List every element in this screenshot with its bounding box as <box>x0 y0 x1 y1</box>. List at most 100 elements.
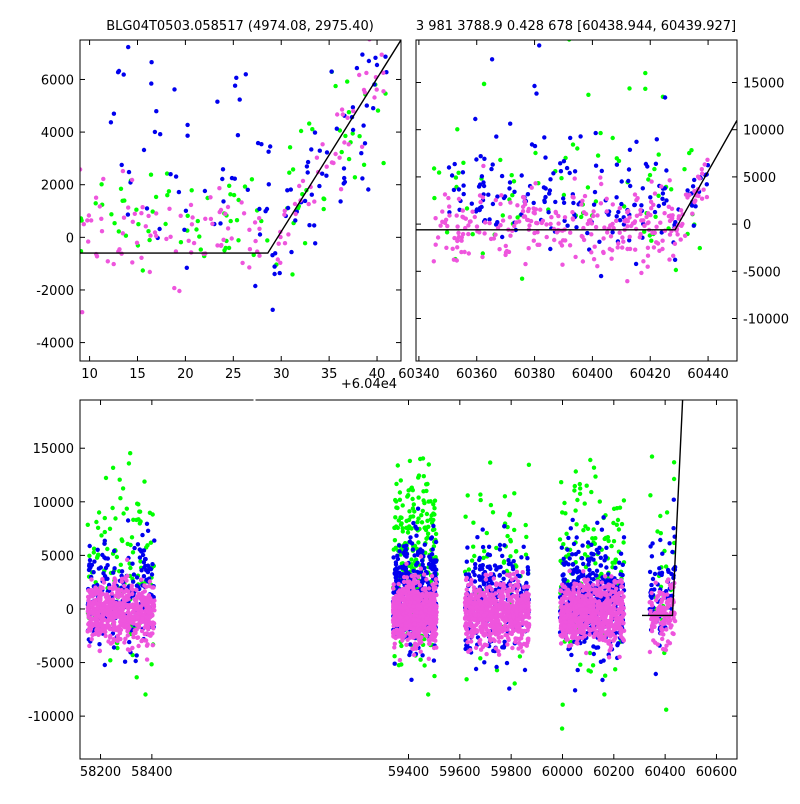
point-blue <box>367 59 371 63</box>
point-blue <box>626 179 630 183</box>
point-pink <box>95 590 99 594</box>
point-pink <box>635 214 639 218</box>
point-pink <box>496 624 500 628</box>
point-pink <box>505 642 509 646</box>
point-pink <box>485 618 489 622</box>
point-blue <box>653 210 657 214</box>
point-pink <box>257 254 261 258</box>
point-pink <box>135 595 139 599</box>
point-pink <box>126 589 130 593</box>
point-pink <box>472 617 476 621</box>
point-pink <box>659 184 663 188</box>
point-green <box>482 82 486 86</box>
point-pink <box>253 239 257 243</box>
point-pink <box>129 605 133 609</box>
point-blue <box>502 543 506 547</box>
point-blue <box>221 199 225 203</box>
point-green <box>669 187 673 191</box>
point-pink <box>367 37 371 41</box>
point-pink <box>508 215 512 219</box>
point-green <box>482 549 486 553</box>
point-blue <box>92 559 96 563</box>
point-blue <box>565 166 569 170</box>
point-pink <box>347 142 351 146</box>
y-tick-label: -5000 <box>743 265 781 280</box>
point-pink <box>641 259 645 263</box>
point-blue <box>473 573 477 577</box>
point-blue <box>562 557 566 561</box>
point-blue <box>587 559 591 563</box>
point-pink <box>470 634 474 638</box>
point-blue <box>461 170 465 174</box>
point-blue <box>306 170 310 174</box>
point-pink <box>521 615 525 619</box>
point-blue <box>512 190 516 194</box>
point-pink <box>571 195 575 199</box>
point-pink <box>136 635 140 639</box>
point-pink <box>601 236 605 240</box>
point-green <box>431 502 435 506</box>
point-blue <box>489 167 493 171</box>
point-pink <box>405 638 409 642</box>
point-green <box>128 566 132 570</box>
point-blue <box>404 554 408 558</box>
point-blue <box>177 190 181 194</box>
point-pink <box>397 582 401 586</box>
point-green <box>614 558 618 562</box>
point-blue <box>657 204 661 208</box>
point-pink <box>500 591 504 595</box>
point-blue <box>660 197 664 201</box>
point-pink <box>599 201 603 205</box>
point-green <box>682 167 686 171</box>
point-blue <box>602 558 606 562</box>
point-pink <box>473 592 477 596</box>
point-blue <box>221 167 225 171</box>
point-blue <box>271 308 275 312</box>
point-blue <box>482 660 486 664</box>
point-pink <box>515 589 519 593</box>
point-green <box>120 539 124 543</box>
point-blue <box>620 179 624 183</box>
point-blue <box>614 195 618 199</box>
point-blue <box>135 653 139 657</box>
point-pink <box>609 257 613 261</box>
point-blue <box>559 169 563 173</box>
point-pink <box>654 240 658 244</box>
point-green <box>471 521 475 525</box>
point-blue <box>149 60 153 64</box>
point-pink <box>593 245 597 249</box>
point-blue <box>130 562 134 566</box>
point-pink <box>633 192 637 196</box>
point-pink <box>98 204 102 208</box>
point-pink <box>434 243 438 247</box>
point-pink <box>219 244 223 248</box>
point-pink <box>239 200 243 204</box>
point-pink <box>495 609 499 613</box>
point-pink <box>544 222 548 226</box>
point-blue <box>570 552 574 556</box>
point-green <box>137 509 141 513</box>
point-blue <box>142 565 146 569</box>
point-green <box>664 708 668 712</box>
point-pink <box>122 216 126 220</box>
point-green <box>672 477 676 481</box>
point-green <box>611 521 615 525</box>
point-green <box>464 677 468 681</box>
point-blue <box>97 566 101 570</box>
point-green <box>303 241 307 245</box>
point-blue <box>134 659 138 663</box>
point-blue <box>502 524 506 528</box>
point-pink <box>335 112 339 116</box>
point-green <box>603 674 607 678</box>
point-blue <box>481 527 485 531</box>
point-pink <box>483 220 487 224</box>
point-pink <box>492 236 496 240</box>
point-pink <box>481 195 485 199</box>
point-pink <box>555 230 559 234</box>
point-blue <box>338 199 342 203</box>
point-blue <box>447 165 451 169</box>
point-green <box>627 86 631 90</box>
point-pink <box>100 624 104 628</box>
point-blue <box>486 193 490 197</box>
